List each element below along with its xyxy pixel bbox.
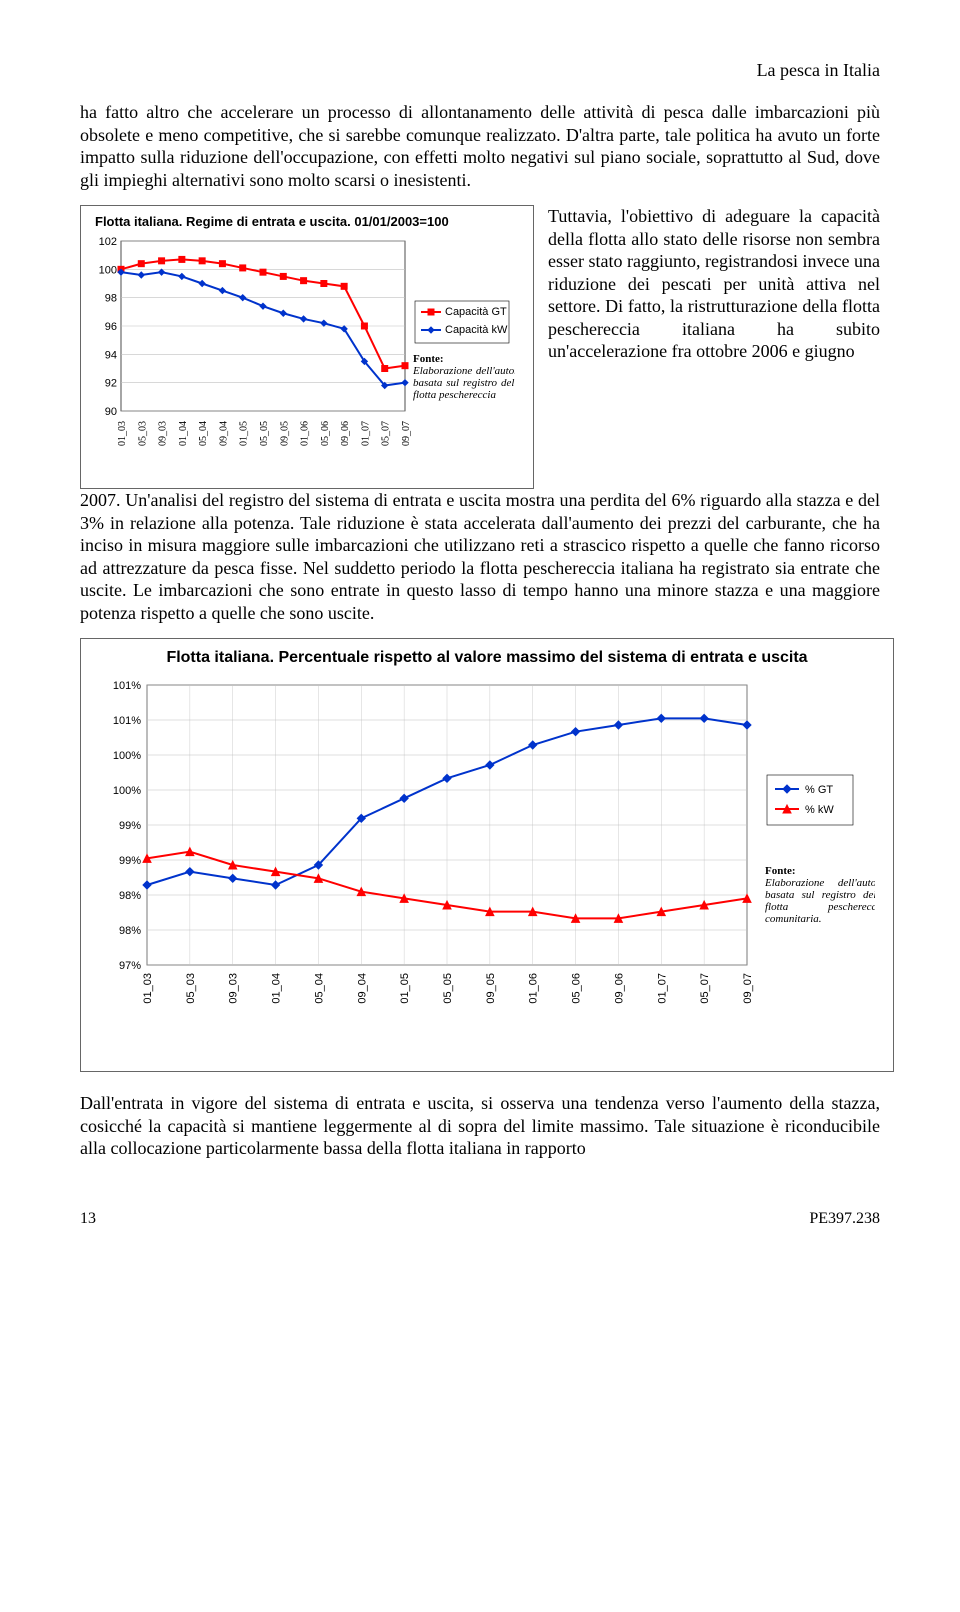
svg-text:09_05: 09_05: [485, 973, 497, 1004]
svg-text:98%: 98%: [119, 890, 141, 902]
svg-text:101%: 101%: [113, 715, 141, 727]
svg-text:09_07: 09_07: [401, 421, 412, 446]
svg-text:99%: 99%: [119, 820, 141, 832]
svg-text:09_03: 09_03: [158, 421, 169, 446]
chart-2-svg: 97% 98% 98% 99% 99% 100% 100% 101% 101% 01_03 05_0…: [87, 675, 875, 1035]
svg-text:05_03: 05_03: [185, 973, 197, 1004]
svg-text:102: 102: [99, 236, 117, 248]
svg-text:01_05: 01_05: [399, 973, 411, 1004]
chart-1-svg: 90 92 94 96 98 100 102 01_03 05_03 09_03 01_04 05_0…: [87, 235, 515, 475]
svg-text:09_07: 09_07: [742, 973, 754, 1004]
svg-text:Capacità GT: Capacità GT: [445, 306, 507, 318]
svg-text:01_05: 01_05: [239, 421, 250, 446]
svg-text:01_04: 01_04: [178, 421, 189, 446]
svg-text:05_04: 05_04: [198, 421, 209, 446]
chart-1-title: Flotta italiana. Regime di entrata e usc…: [95, 214, 527, 229]
svg-text:05_04: 05_04: [313, 973, 325, 1004]
svg-text:92: 92: [105, 378, 117, 390]
doc-id: PE397.238: [809, 1210, 880, 1228]
page-footer: 13 PE397.238: [80, 1210, 880, 1228]
svg-text:05_03: 05_03: [137, 421, 148, 446]
svg-text:% GT: % GT: [805, 784, 833, 796]
chart-1: Flotta italiana. Regime di entrata e usc…: [80, 205, 534, 489]
svg-text:05_06: 05_06: [571, 973, 583, 1004]
svg-text:01_03: 01_03: [142, 973, 154, 1004]
svg-text:Capacità kW: Capacità kW: [445, 324, 508, 336]
svg-text:101%: 101%: [113, 680, 141, 692]
svg-text:100: 100: [99, 264, 117, 276]
svg-text:09_06: 09_06: [340, 421, 351, 446]
svg-text:05_07: 05_07: [381, 421, 392, 446]
svg-text:100%: 100%: [113, 750, 141, 762]
svg-text:05_06: 05_06: [320, 421, 331, 446]
svg-text:09_03: 09_03: [228, 973, 240, 1004]
chart-2-title: Flotta italiana. Percentuale rispetto al…: [107, 649, 867, 667]
svg-text:09_05: 09_05: [279, 421, 290, 446]
page-number: 13: [80, 1210, 96, 1228]
svg-text:94: 94: [105, 349, 117, 361]
page-header: La pesca in Italia: [80, 60, 880, 81]
chart-2: Flotta italiana. Percentuale rispetto al…: [80, 638, 894, 1072]
svg-text:01_04: 01_04: [271, 973, 283, 1004]
paragraph-1: ha fatto altro che accelerare un process…: [80, 101, 880, 191]
svg-text:01_06: 01_06: [528, 973, 540, 1004]
svg-text:99%: 99%: [119, 855, 141, 867]
svg-text:05_07: 05_07: [699, 973, 711, 1004]
svg-text:% kW: % kW: [805, 804, 834, 816]
svg-text:98: 98: [105, 293, 117, 305]
svg-text:01_03: 01_03: [117, 421, 128, 446]
svg-text:05_05: 05_05: [259, 421, 270, 446]
paragraph-3: Dall'entrata in vigore del sistema di en…: [80, 1092, 880, 1160]
svg-text:01_07: 01_07: [360, 421, 371, 446]
svg-text:97%: 97%: [119, 960, 141, 972]
svg-text:05_05: 05_05: [442, 973, 454, 1004]
svg-text:09_04: 09_04: [356, 973, 368, 1004]
svg-text:96: 96: [105, 321, 117, 333]
paragraph-2: 2007. Un'analisi del registro del sistem…: [80, 489, 880, 624]
side-paragraph: Tuttavia, l'obiettivo di adeguare la cap…: [548, 205, 880, 363]
svg-text:01_07: 01_07: [656, 973, 668, 1004]
svg-text:98%: 98%: [119, 925, 141, 937]
svg-text:90: 90: [105, 406, 117, 418]
svg-text:100%: 100%: [113, 785, 141, 797]
svg-text:09_04: 09_04: [218, 421, 229, 446]
svg-text:01_06: 01_06: [300, 421, 311, 446]
svg-text:09_06: 09_06: [613, 973, 625, 1004]
